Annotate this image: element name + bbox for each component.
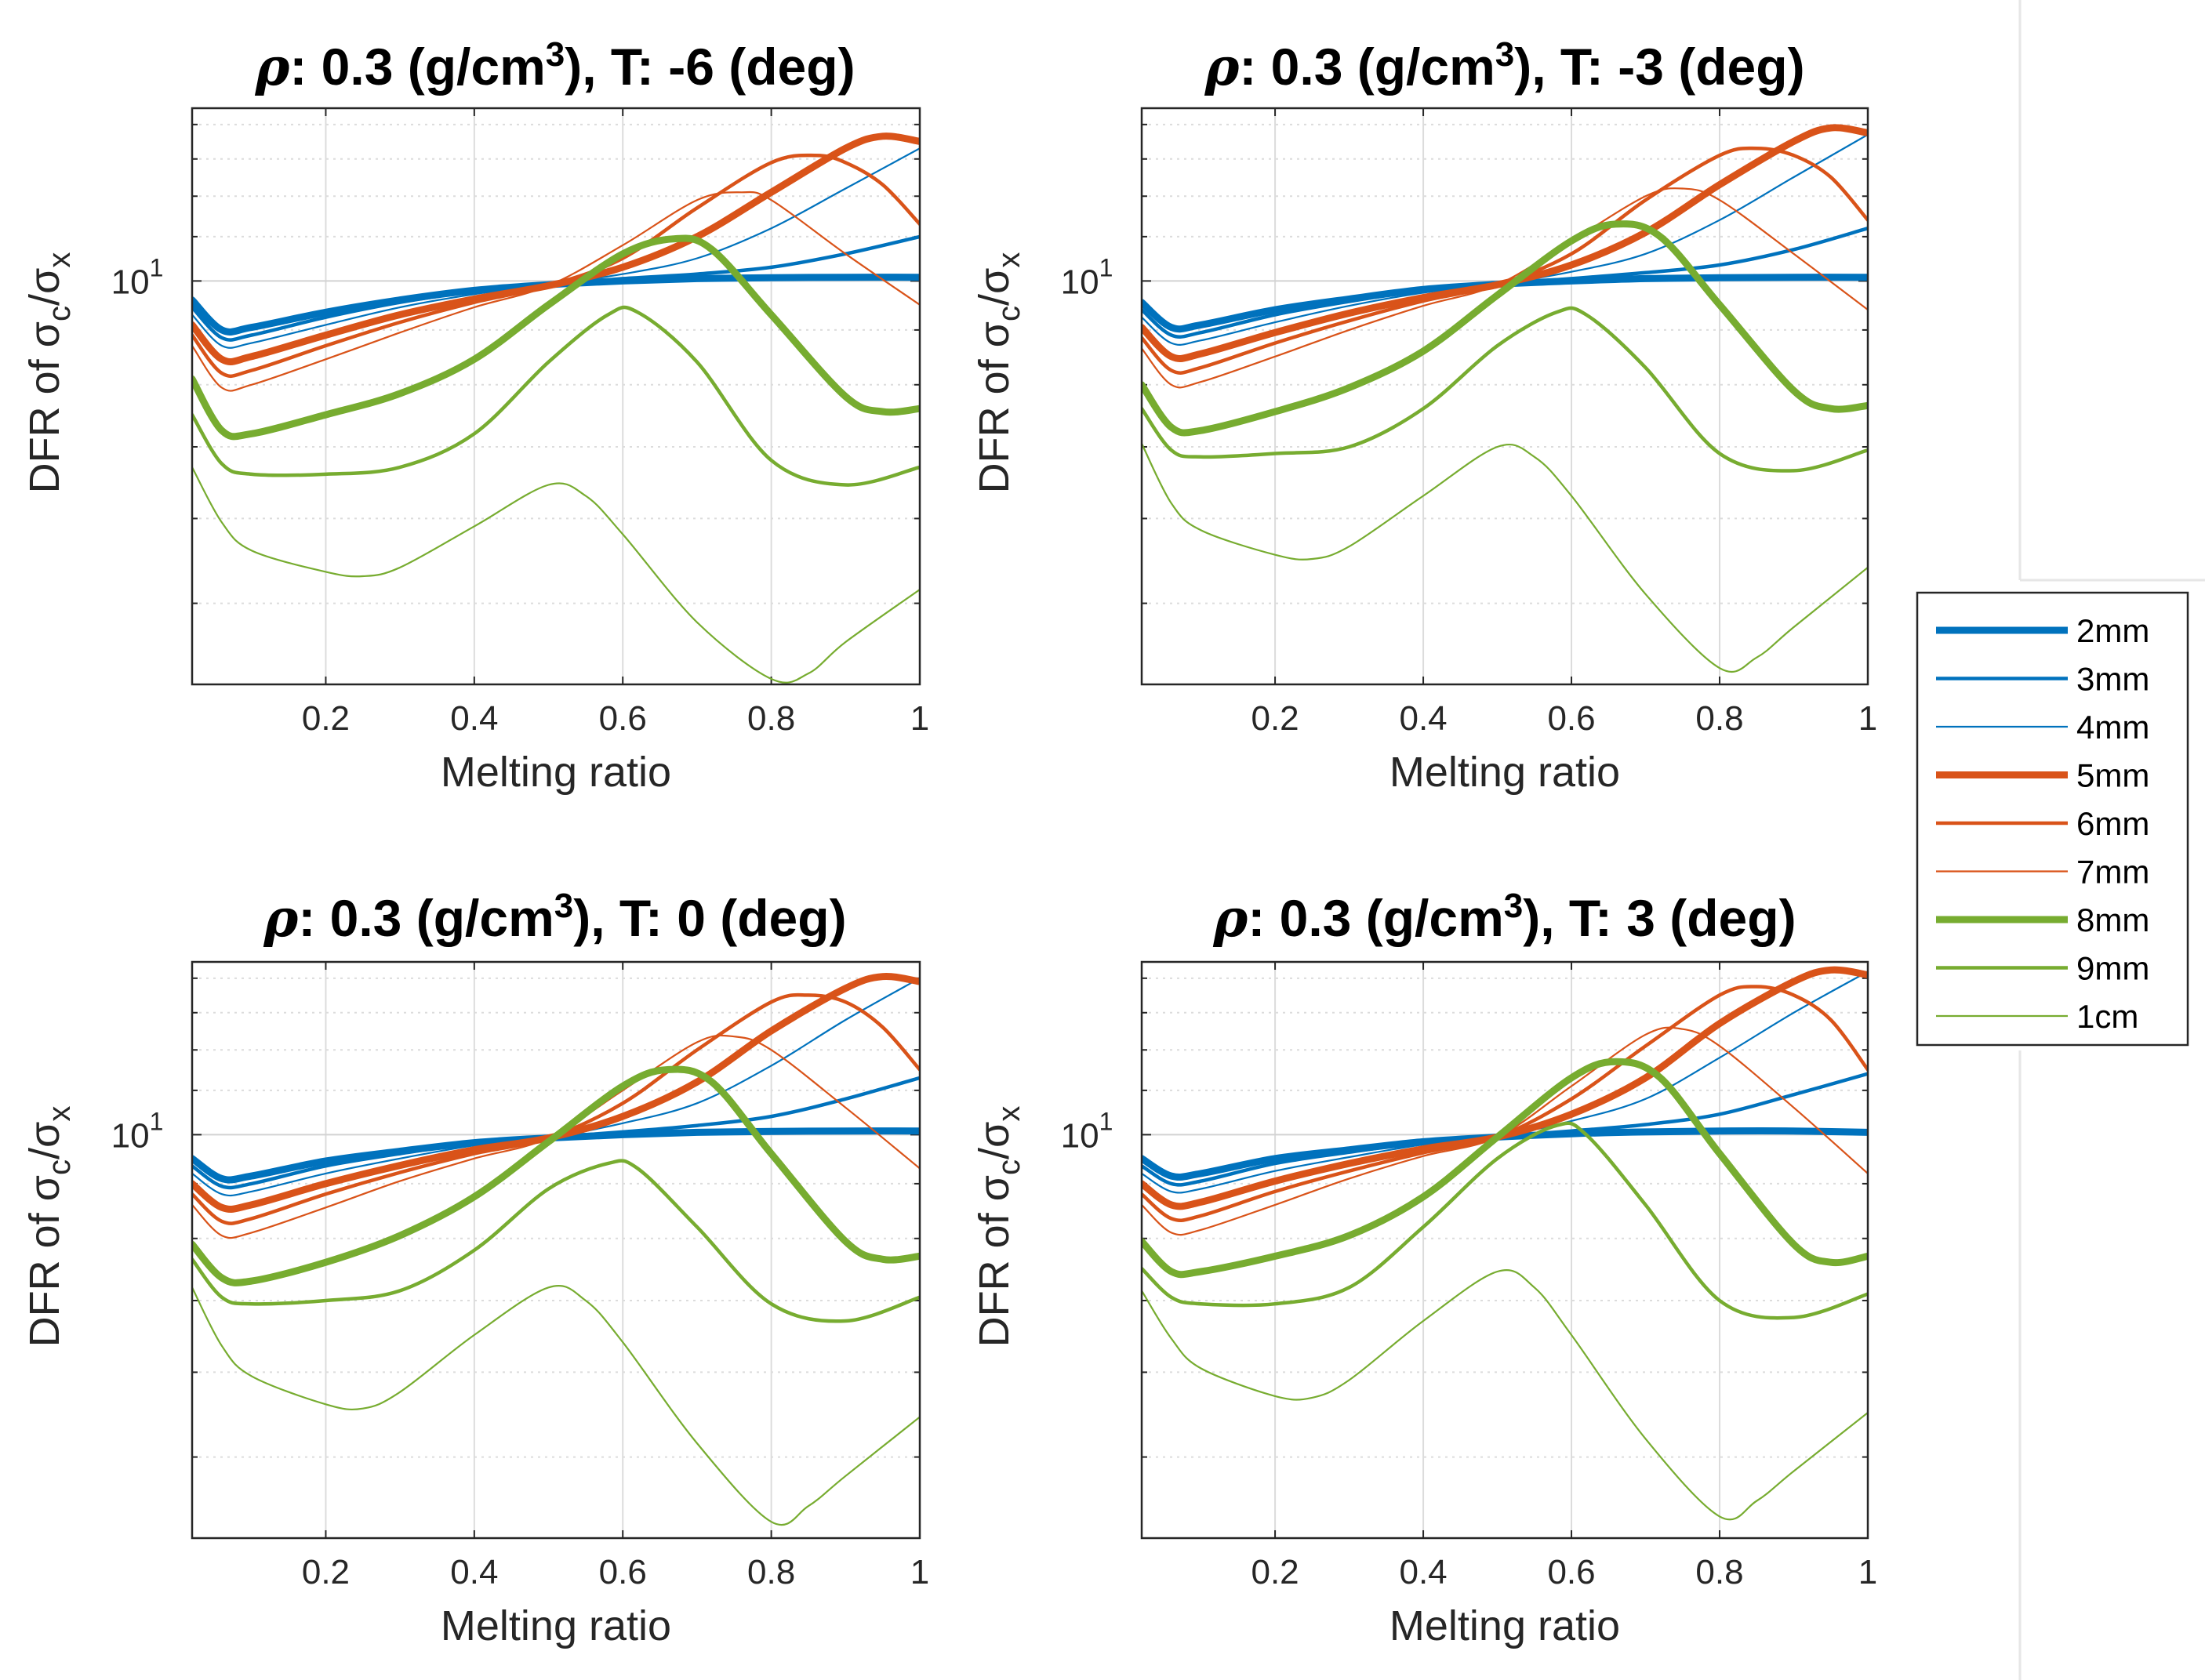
- x-tick-label: 0.6: [599, 699, 647, 738]
- x-tick-label: 0.2: [302, 1553, 350, 1591]
- series-line-7mm: [192, 190, 920, 392]
- series-line-3mm: [192, 234, 920, 342]
- series-line-6mm: [192, 992, 920, 1225]
- axes-box: [1140, 960, 1869, 1540]
- series-line-9mm: [192, 1159, 920, 1323]
- y-axis-label: DFR of σc/σx: [971, 252, 1026, 494]
- legend-label-3mm: 3mm: [2076, 661, 2149, 698]
- x-tick-label: 1: [910, 1553, 929, 1591]
- series-line-5mm: [1142, 124, 1868, 362]
- x-tick-label: 0.8: [1695, 1553, 1743, 1591]
- series-line-5mm: [192, 973, 920, 1214]
- series-line-8mm: [1142, 1058, 1868, 1279]
- legend: 2mm 3mm 4mm 5mm 6mm 7mm 8mm 9mm 1cm: [1916, 591, 2189, 1047]
- series-line-9mm: [1142, 1121, 1868, 1320]
- series-line-9mm: [192, 305, 920, 487]
- chart-title: ρ: 0.3 (g/cm3), T: 3 (deg): [1212, 887, 1796, 949]
- x-tick-label: 0.6: [1547, 1553, 1595, 1591]
- legend-label-2mm: 2mm: [2076, 612, 2149, 649]
- legend-label-8mm: 8mm: [2076, 902, 2149, 938]
- series-line-1cm: [1142, 1269, 1868, 1521]
- x-tick-label: 0.4: [1399, 1553, 1447, 1591]
- y-tick-label: 101: [1061, 253, 1113, 301]
- legend-label-4mm: 4mm: [2076, 709, 2149, 746]
- series-line-1cm: [192, 466, 920, 684]
- axes-box: [191, 107, 921, 686]
- series-line-7mm: [1142, 187, 1868, 389]
- legend-label-5mm: 5mm: [2076, 757, 2149, 794]
- x-axis-label: Melting ratio: [441, 749, 671, 796]
- series-line-1cm: [192, 1285, 920, 1526]
- y-tick-label: 101: [111, 253, 164, 301]
- series-line-8mm: [192, 234, 920, 441]
- series-line-8mm: [1142, 220, 1868, 437]
- chart-panel-1: 0.2 0.4 0.6 0.8 1 101 ρ: 0.3 (g/cm3), T: -6 (d…: [21, 35, 929, 796]
- y-axis-label: DFR of σc/σx: [21, 252, 77, 494]
- legend-box: [1916, 591, 2189, 1047]
- chart-panel-3: 0.2 0.4 0.6 0.8 1 101 ρ: 0.3 (g/cm3), T: 0 (de…: [21, 887, 929, 1649]
- series-line-5mm: [192, 132, 920, 366]
- y-axis-label: DFR of σc/σx: [971, 1106, 1026, 1348]
- chart-panel-4: 0.2 0.4 0.6 0.8 1 101 ρ: 0.3 (g/cm3), T: 3 (de…: [971, 887, 1877, 1649]
- y-tick-label: 101: [1061, 1107, 1113, 1155]
- x-tick-label: 1: [1858, 1553, 1877, 1591]
- y-tick-label: 101: [111, 1107, 164, 1155]
- x-tick-label: 0.2: [1251, 699, 1299, 738]
- chart-title: ρ: 0.3 (g/cm3), T: -3 (deg): [1204, 35, 1804, 97]
- series-line-6mm: [1142, 985, 1868, 1223]
- axes-box: [191, 960, 921, 1540]
- x-tick-label: 1: [910, 699, 929, 738]
- x-tick-label: 0.4: [450, 1553, 498, 1591]
- chart-title: ρ: 0.3 (g/cm3), T: -6 (deg): [254, 35, 855, 97]
- x-tick-label: 0.8: [747, 699, 795, 738]
- x-axis-label: Melting ratio: [1389, 1602, 1620, 1649]
- x-tick-label: 0.6: [599, 1553, 647, 1591]
- legend-label-1cm: 1cm: [2076, 998, 2138, 1035]
- x-tick-label: 0.4: [1399, 699, 1447, 738]
- series-line-8mm: [192, 1065, 920, 1286]
- x-tick-label: 0.2: [1251, 1553, 1299, 1591]
- legend-label-9mm: 9mm: [2076, 950, 2149, 987]
- x-tick-label: 1: [1858, 699, 1877, 738]
- x-tick-label: 0.8: [747, 1553, 795, 1591]
- series-line-5mm: [1142, 966, 1868, 1210]
- x-tick-label: 0.6: [1547, 699, 1595, 738]
- x-axis-label: Melting ratio: [1389, 749, 1620, 796]
- x-axis-label: Melting ratio: [441, 1602, 671, 1649]
- series-line-6mm: [192, 153, 920, 379]
- x-tick-label: 0.2: [302, 699, 350, 738]
- x-tick-label: 0.4: [450, 699, 498, 738]
- chart-title: ρ: 0.3 (g/cm3), T: 0 (deg): [263, 887, 846, 949]
- x-tick-label: 0.8: [1695, 699, 1743, 738]
- legend-label-6mm: 6mm: [2076, 805, 2149, 842]
- series-line-9mm: [1142, 306, 1868, 473]
- axes-box: [1140, 107, 1869, 686]
- y-axis-label: DFR of σc/σx: [21, 1106, 77, 1348]
- legend-label-7mm: 7mm: [2076, 854, 2149, 891]
- chart-panel-2: 0.2 0.4 0.6 0.8 1 101 ρ: 0.3 (g/cm3), T: -3 (d…: [971, 35, 1877, 796]
- series-line-1cm: [1142, 442, 1868, 673]
